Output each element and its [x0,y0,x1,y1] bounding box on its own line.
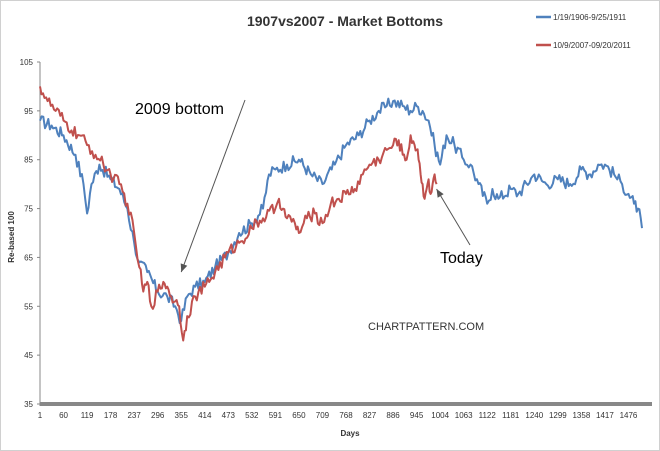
x-axis-label: Days [340,429,360,438]
x-tick-label: 945 [410,411,424,420]
legend-label-1: 1/19/1906-9/25/1911 [553,13,627,22]
arrow-2009-bottom [180,99,246,273]
x-tick-label: 414 [198,411,212,420]
arrow-today-head [436,189,444,198]
x-tick-label: 1004 [431,411,449,420]
x-tick-label: 60 [59,411,68,420]
x-tick-label: 1122 [479,411,497,420]
watermark-chartpattern: CHARTPATTERN.COM [368,321,484,333]
y-axis-label: Re-based 100 [7,211,16,263]
x-tick-label: 237 [127,411,141,420]
x-tick-label: 591 [269,411,283,420]
y-tick-label: 95 [24,107,33,116]
x-tick-label: 1476 [620,411,638,420]
x-tick-label: 768 [339,411,353,420]
x-tick-label: 178 [104,411,118,420]
arrow-today [436,188,471,246]
annotation-today: Today [440,250,483,267]
legend: 1/19/1906-9/25/1911 10/9/2007-09/20/2011 [536,13,631,50]
annotation-2009-bottom: 2009 bottom [135,101,224,118]
x-tick-label: 473 [222,411,236,420]
legend-label-2: 10/9/2007-09/20/2011 [553,41,631,50]
y-tick-label: 105 [20,58,34,67]
series-line-1 [39,97,643,325]
x-tick-label: 827 [363,411,377,420]
arrow-2009-bottom-head [180,263,188,273]
x-tick-label: 532 [245,411,259,420]
y-tick-label: 45 [24,351,33,360]
y-tick-labels: 35 45 55 65 75 85 95 105 [20,58,40,409]
x-tick-labels: 1 60 119 178 237 296 355 414 473 532 591 650 709 768 8… [38,411,638,420]
x-tick-label: 1240 [525,411,543,420]
x-tick-label: 1358 [572,411,590,420]
x-tick-label: 1181 [502,411,520,420]
x-tick-label: 709 [316,411,330,420]
series-layer [39,86,643,342]
x-tick-label: 1063 [455,411,473,420]
y-tick-label: 75 [24,205,33,214]
x-tick-label: 355 [175,411,189,420]
x-tick-label: 1299 [549,411,567,420]
series-line-2 [39,86,438,342]
x-tick-label: 1 [38,411,43,420]
x-tick-label: 886 [386,411,400,420]
x-tick-label: 296 [151,411,165,420]
y-tick-label: 85 [24,156,33,165]
chart-title: 1907vs2007 - Market Bottoms [247,13,443,29]
x-tick-label: 119 [81,411,94,420]
y-tick-label: 55 [24,302,33,311]
y-tick-label: 35 [24,400,33,409]
y-tick-label: 65 [24,253,33,262]
x-tick-label: 1417 [596,411,614,420]
x-tick-label: 650 [292,411,306,420]
